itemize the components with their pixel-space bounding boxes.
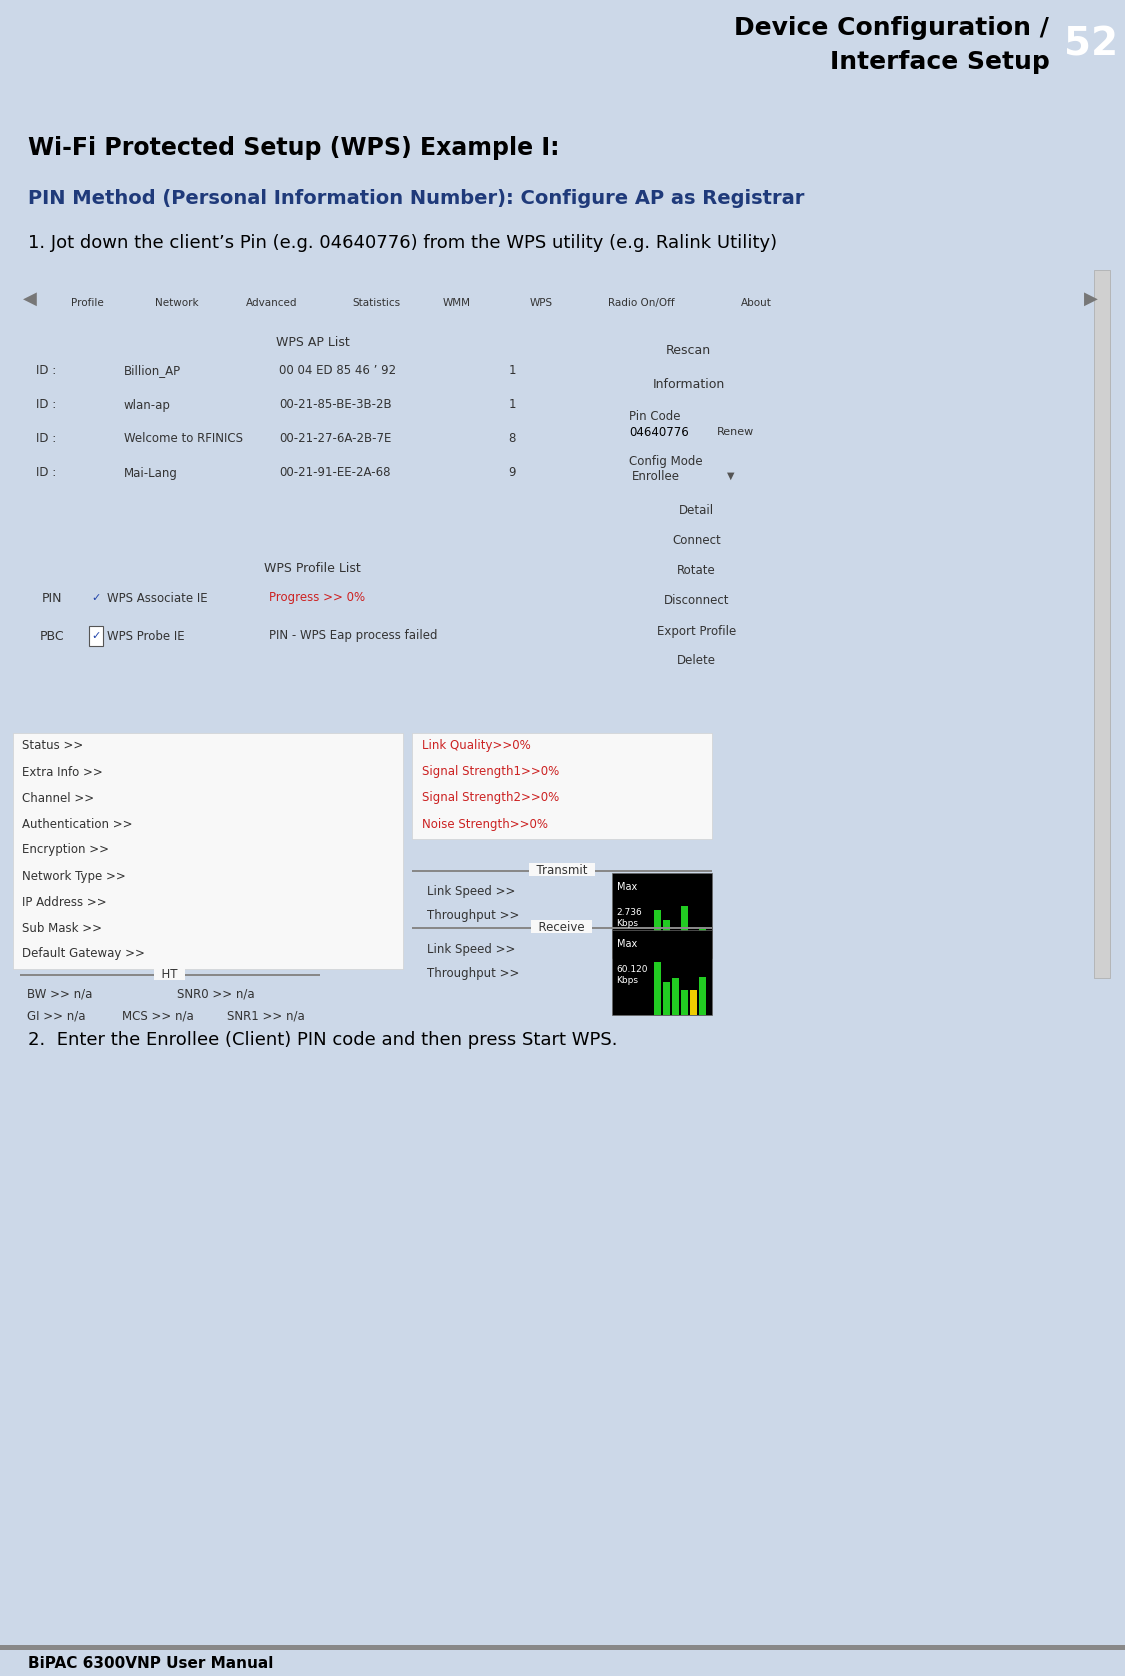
Bar — [14, 332, 611, 558]
Text: 52: 52 — [1064, 27, 1118, 64]
Text: Encryption >>: Encryption >> — [23, 843, 109, 856]
Text: wlan-ap: wlan-ap — [124, 399, 171, 412]
Text: Detail: Detail — [679, 504, 714, 518]
Text: HT: HT — [154, 967, 186, 980]
Bar — [12, 268, 1112, 984]
Text: Receive: Receive — [531, 920, 592, 934]
Bar — [626, 417, 715, 447]
Bar — [653, 910, 661, 959]
Text: 00-21-27-6A-2B-7E: 00-21-27-6A-2B-7E — [279, 432, 391, 446]
Text: WPS: WPS — [530, 298, 553, 308]
Bar — [626, 463, 736, 489]
Bar — [20, 974, 320, 975]
Text: GI >> n/a: GI >> n/a — [27, 1009, 86, 1022]
Text: Channel >>: Channel >> — [23, 791, 95, 804]
Text: Noise Strength>>0%: Noise Strength>>0% — [422, 818, 547, 831]
Bar — [1057, 0, 1125, 91]
Text: 04640776: 04640776 — [629, 426, 689, 439]
Text: ID :: ID : — [36, 364, 56, 377]
Text: IP Address >>: IP Address >> — [23, 895, 107, 908]
Bar — [662, 920, 670, 959]
Bar — [14, 558, 611, 578]
Bar — [671, 934, 679, 959]
Bar — [14, 389, 611, 422]
Bar — [14, 456, 611, 489]
Text: Delete: Delete — [677, 655, 716, 667]
Bar — [412, 927, 712, 929]
Text: Interface Setup: Interface Setup — [830, 50, 1049, 74]
Text: Billion_AP: Billion_AP — [124, 364, 181, 377]
Text: Export Profile: Export Profile — [656, 625, 736, 637]
Text: Signal Strength1>>0%: Signal Strength1>>0% — [422, 766, 558, 778]
Bar — [0, 1646, 1125, 1649]
Text: Network: Network — [155, 298, 198, 308]
Bar — [89, 588, 102, 608]
Bar — [596, 354, 609, 374]
Text: About: About — [741, 298, 772, 308]
Text: PBC: PBC — [39, 630, 64, 642]
Text: Status >>: Status >> — [23, 739, 83, 753]
Text: ID :: ID : — [36, 399, 56, 412]
Text: 8: 8 — [509, 432, 516, 446]
Text: Transmit: Transmit — [528, 863, 595, 877]
Text: 1: 1 — [509, 399, 516, 412]
Text: ◀: ◀ — [23, 290, 37, 308]
Bar — [14, 354, 611, 389]
Bar — [14, 558, 611, 732]
Bar — [14, 422, 611, 456]
Bar — [89, 627, 102, 645]
Text: Max: Max — [617, 939, 637, 949]
Bar — [611, 930, 712, 1016]
Text: Advanced: Advanced — [247, 298, 297, 308]
Text: ID :: ID : — [36, 466, 56, 479]
Bar — [698, 977, 706, 1016]
Text: 9: 9 — [509, 466, 516, 479]
Bar — [14, 732, 403, 969]
Text: Radio On/Off: Radio On/Off — [608, 298, 674, 308]
Bar — [689, 940, 697, 959]
Text: Disconnect: Disconnect — [664, 595, 730, 607]
Text: SNR1 >> n/a: SNR1 >> n/a — [226, 1009, 305, 1022]
Text: Rescan: Rescan — [665, 344, 712, 357]
Text: Progress >> 0%: Progress >> 0% — [269, 592, 365, 605]
Text: Extra Info >>: Extra Info >> — [23, 766, 102, 778]
Bar — [689, 991, 697, 1016]
Bar — [1094, 270, 1110, 979]
Text: Renew: Renew — [717, 427, 754, 437]
Text: ✓: ✓ — [91, 593, 100, 603]
Text: Max: Max — [617, 882, 637, 892]
Text: Rotate: Rotate — [677, 565, 716, 578]
Text: Signal Strength2>>0%: Signal Strength2>>0% — [422, 791, 558, 804]
Text: Authentication >>: Authentication >> — [23, 818, 133, 831]
Text: Throughput >>: Throughput >> — [427, 910, 519, 922]
Bar — [14, 332, 611, 354]
Bar — [596, 354, 609, 558]
Text: ▶: ▶ — [1084, 290, 1098, 308]
Text: SNR0 >> n/a: SNR0 >> n/a — [177, 987, 254, 1001]
Text: Profile: Profile — [71, 298, 104, 308]
Text: Default Gateway >>: Default Gateway >> — [23, 947, 145, 960]
Bar — [412, 870, 712, 872]
Text: Statistics: Statistics — [352, 298, 401, 308]
Text: Link Speed >>: Link Speed >> — [427, 942, 515, 955]
Text: MCS >> n/a: MCS >> n/a — [122, 1009, 194, 1022]
Text: Welcome to RFINICS: Welcome to RFINICS — [124, 432, 243, 446]
Text: Connect: Connect — [672, 535, 721, 548]
Bar — [14, 270, 1111, 330]
Text: Mai-Lang: Mai-Lang — [124, 466, 178, 479]
Text: 60.120
Kbps: 60.120 Kbps — [617, 965, 649, 985]
Text: 1. Jot down the client’s Pin (e.g. 04640776) from the WPS utility (e.g. Ralink U: 1. Jot down the client’s Pin (e.g. 04640… — [28, 235, 777, 251]
Bar — [680, 907, 688, 959]
